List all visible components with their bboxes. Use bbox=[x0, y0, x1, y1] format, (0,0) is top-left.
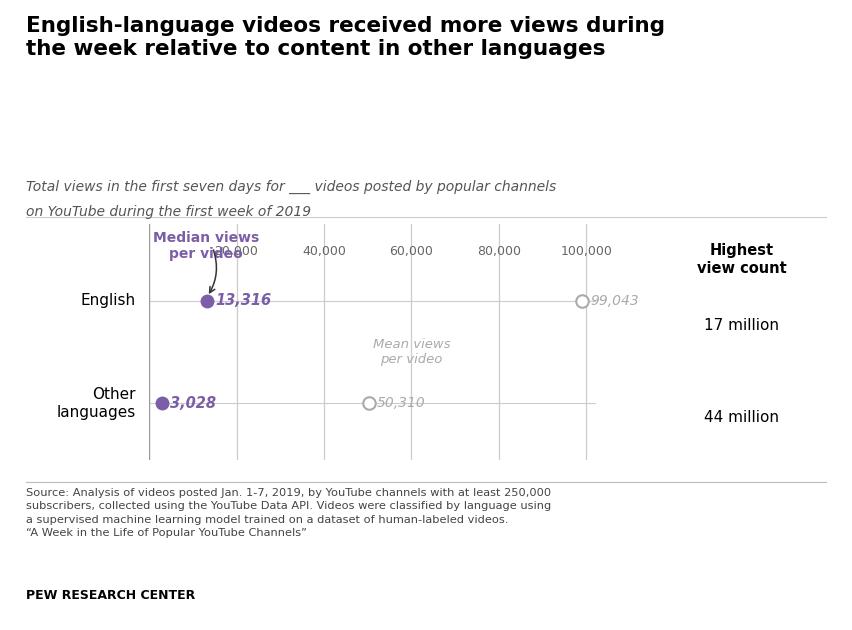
Text: Source: Analysis of videos posted Jan. 1-7, 2019, by YouTube channels with at le: Source: Analysis of videos posted Jan. 1… bbox=[26, 488, 550, 538]
Text: Mean views
per video: Mean views per video bbox=[372, 338, 450, 366]
Text: 13,316: 13,316 bbox=[216, 293, 271, 308]
Text: 100,000: 100,000 bbox=[561, 244, 612, 258]
Text: 3,028: 3,028 bbox=[170, 396, 216, 411]
Text: Other
languages: Other languages bbox=[57, 387, 136, 420]
Text: 20,000: 20,000 bbox=[215, 244, 258, 258]
Text: Median views
per video: Median views per video bbox=[153, 231, 259, 261]
Text: English-language videos received more views during
the week relative to content : English-language videos received more vi… bbox=[26, 16, 665, 59]
Text: PEW RESEARCH CENTER: PEW RESEARCH CENTER bbox=[26, 589, 195, 602]
Text: on YouTube during the first week of 2019: on YouTube during the first week of 2019 bbox=[26, 205, 311, 219]
Text: Highest
view count: Highest view count bbox=[697, 243, 786, 276]
Text: 60,000: 60,000 bbox=[389, 244, 434, 258]
Text: 17 million: 17 million bbox=[704, 318, 780, 333]
Text: 99,043: 99,043 bbox=[590, 294, 639, 307]
Text: English: English bbox=[81, 293, 136, 308]
Text: 50,310: 50,310 bbox=[377, 396, 426, 410]
Text: Total views in the first seven days for ___ videos posted by popular channels: Total views in the first seven days for … bbox=[26, 180, 556, 193]
Text: 40,000: 40,000 bbox=[302, 244, 346, 258]
Text: 44 million: 44 million bbox=[704, 410, 780, 425]
Text: 80,000: 80,000 bbox=[477, 244, 521, 258]
